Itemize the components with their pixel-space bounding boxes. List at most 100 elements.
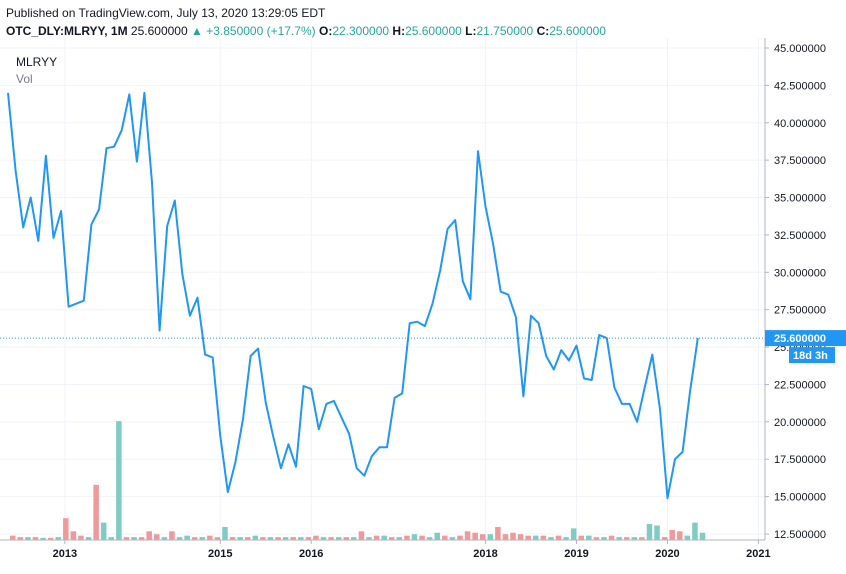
symbol-label: OTC_DLY:MLRYY, 1M <box>6 24 128 38</box>
volume-bar <box>593 537 600 540</box>
volume-bar <box>313 535 319 540</box>
volume-bar <box>100 522 107 540</box>
volume-bar <box>502 534 509 540</box>
low-label: L: <box>465 24 477 38</box>
volume-bar <box>93 484 99 540</box>
volume-bar <box>154 534 160 540</box>
volume-bar <box>290 537 296 540</box>
volume-bar <box>699 532 706 540</box>
volume-bar <box>282 537 289 540</box>
y-tick-label: 17.500000 <box>774 454 826 466</box>
open-value: 22.300000 <box>332 24 390 38</box>
last-price-tag-bg <box>765 330 846 347</box>
last-price: 25.600000 <box>130 24 188 38</box>
published-caption: Published on TradingView.com, July 13, 2… <box>6 6 326 20</box>
y-tick-label: 45.000000 <box>774 43 826 55</box>
time-axis[interactable]: 2013 2015 2016 2018 2019 2020 2021 <box>53 540 771 560</box>
y-tick-label: 12.500000 <box>774 529 826 541</box>
volume-bar <box>479 534 486 540</box>
volume-bar <box>457 535 463 540</box>
x-tick-label: 2018 <box>473 548 497 560</box>
chart-legend: MLRYY Vol <box>16 54 57 88</box>
volume-bar <box>63 518 69 540</box>
volume-bar <box>55 537 61 540</box>
volume-bar <box>510 532 516 540</box>
volume-bar <box>540 535 547 540</box>
volume-bar <box>616 537 622 540</box>
volume-bar <box>123 537 130 540</box>
volume-bar <box>275 537 281 540</box>
low-value: 21.750000 <box>476 24 534 38</box>
volume-bar <box>32 537 39 540</box>
volume-bar <box>601 537 607 540</box>
volume-bar <box>396 537 403 540</box>
last-price-tag: 25.600000 18d 3h <box>765 330 846 364</box>
volume-bar <box>161 537 168 540</box>
volume-bar <box>10 535 16 540</box>
volume-bar <box>495 526 501 540</box>
volume-bar <box>207 535 213 540</box>
legend-symbol: MLRYY <box>16 55 58 69</box>
volume-bar <box>260 537 266 540</box>
volume-bar <box>70 531 77 540</box>
volume-bar <box>389 537 395 540</box>
volume-bar <box>116 421 122 540</box>
volume-bar <box>464 531 471 540</box>
high-label: H: <box>392 24 406 38</box>
volume-bar <box>548 537 554 540</box>
y-tick-label: 30.000000 <box>774 267 826 279</box>
volume-bar <box>373 535 380 540</box>
volume-bar <box>639 537 645 540</box>
x-tick-label: 2016 <box>299 548 323 560</box>
volume-bars <box>10 421 706 540</box>
legend-volume: Vol <box>16 72 33 86</box>
volume-bar <box>623 537 630 540</box>
volume-bar <box>449 537 456 540</box>
volume-bar <box>214 537 221 540</box>
volume-bar <box>244 537 251 540</box>
volume-bar <box>570 528 577 540</box>
volume-bar <box>578 535 584 540</box>
volume-bar <box>563 537 569 540</box>
volume-bar <box>108 537 115 540</box>
volume-bar <box>343 537 350 540</box>
y-tick-label: 27.500000 <box>774 305 826 317</box>
ohlc-row: OTC_DLY:MLRYY, 1M 25.600000 ▲ +3.850000 … <box>6 22 606 40</box>
volume-bar <box>320 537 327 540</box>
volume-bar <box>328 537 334 540</box>
volume-bar <box>47 537 54 540</box>
high-value: 25.600000 <box>405 24 462 38</box>
volume-bar <box>191 537 198 540</box>
volume-bar <box>131 537 137 540</box>
volume-bar <box>199 537 205 540</box>
volume-bar <box>176 537 183 540</box>
volume-bar <box>335 537 342 540</box>
x-tick-label: 2015 <box>208 548 232 560</box>
y-tick-label: 42.500000 <box>774 80 826 92</box>
volume-bar <box>426 537 433 540</box>
close-value: 25.600000 <box>549 24 606 38</box>
price-axis[interactable]: 12.500000 15.000000 17.500000 20.000000 22.5… <box>765 43 826 541</box>
volume-bar <box>533 535 539 540</box>
volume-bar <box>631 537 638 540</box>
volume-bar <box>654 525 660 540</box>
volume-bar <box>267 537 274 540</box>
volume-bar <box>661 537 668 540</box>
volume-bar <box>442 535 448 540</box>
volume-bar <box>222 526 228 540</box>
volume-bar <box>434 532 440 540</box>
price-line <box>7 91 699 500</box>
volume-bar <box>252 535 259 540</box>
y-tick-label: 32.500000 <box>774 230 826 242</box>
volume-bar <box>40 537 46 540</box>
volume-bar <box>184 535 190 540</box>
y-tick-label: 37.500000 <box>774 155 826 167</box>
volume-bar <box>146 531 152 540</box>
countdown-tag-text: 18d 3h <box>793 350 828 362</box>
y-tick-label: 20.000000 <box>774 417 826 429</box>
volume-bar <box>608 535 615 540</box>
open-label: O: <box>318 24 333 38</box>
volume-bar <box>298 537 304 540</box>
volume-bar <box>487 534 494 540</box>
